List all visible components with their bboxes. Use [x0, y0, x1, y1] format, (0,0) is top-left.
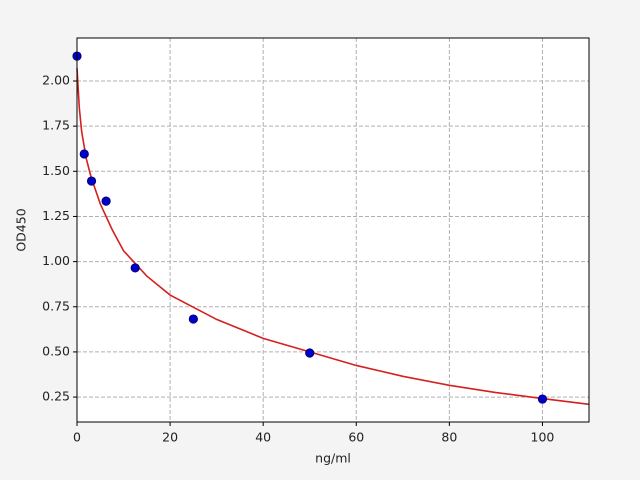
x-tick-label: 80 [441, 430, 457, 445]
data-point [537, 394, 548, 404]
data-point [86, 176, 97, 186]
plot-layer [72, 38, 590, 422]
data-point [101, 196, 111, 206]
x-tick-label: 0 [73, 430, 81, 445]
data-point [79, 149, 89, 159]
y-tick-label: 1.75 [42, 118, 70, 133]
plot-area [77, 38, 589, 422]
data-point [305, 348, 315, 358]
y-tick-label: 2.00 [42, 72, 70, 87]
data-point [130, 263, 140, 273]
fit-curve [76, 68, 590, 406]
y-tick-label: 1.00 [42, 253, 70, 268]
x-tick-label: 20 [162, 430, 178, 445]
data-point [188, 314, 198, 324]
y-tick-label: 0.75 [42, 298, 70, 313]
x-tick-label: 60 [348, 430, 364, 445]
y-tick-label: 1.25 [42, 208, 70, 223]
x-tick-label: 100 [531, 430, 555, 445]
y-axis-label: OD450 [14, 208, 29, 251]
y-tick-label: 0.25 [42, 389, 70, 404]
x-axis-label: ng/ml [315, 451, 351, 466]
y-tick-label: 0.50 [42, 343, 70, 358]
axes-frame [76, 37, 590, 423]
y-tick-label: 1.50 [42, 163, 70, 178]
x-tick-label: 40 [255, 430, 271, 445]
